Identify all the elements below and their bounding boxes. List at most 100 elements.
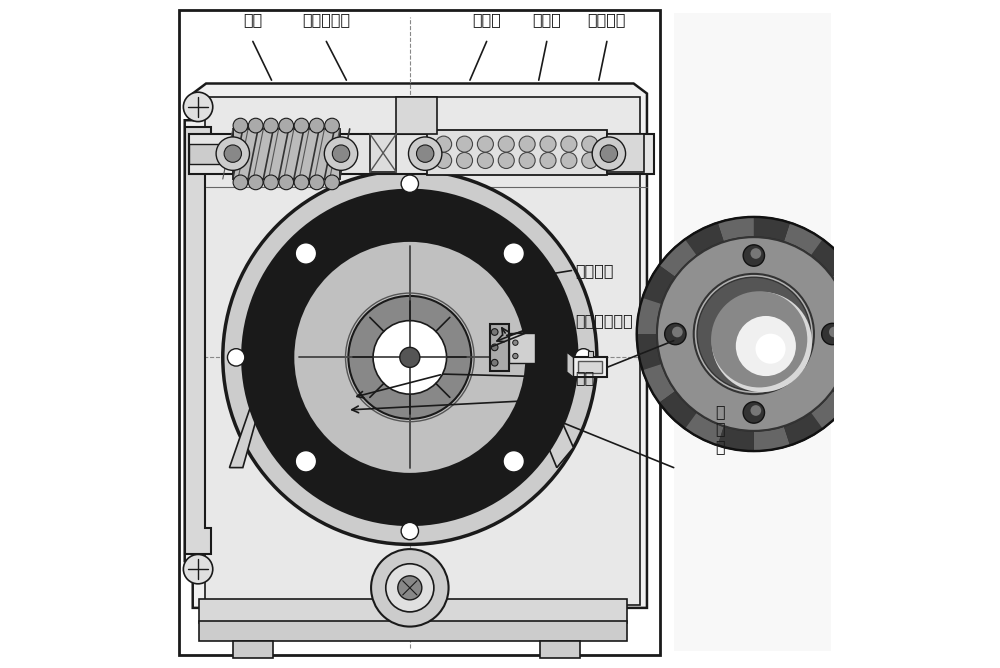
Text: 调整弹簧: 调整弹簧 xyxy=(588,12,626,27)
Wedge shape xyxy=(718,424,754,451)
Text: 调整螺母: 调整螺母 xyxy=(575,263,613,278)
Bar xyxy=(370,134,396,172)
Circle shape xyxy=(829,327,840,337)
Circle shape xyxy=(519,152,535,168)
Circle shape xyxy=(697,277,811,391)
Circle shape xyxy=(183,92,213,122)
Circle shape xyxy=(694,274,814,394)
Circle shape xyxy=(325,118,339,133)
Polygon shape xyxy=(567,352,573,377)
Circle shape xyxy=(216,137,250,170)
Circle shape xyxy=(408,137,442,170)
Circle shape xyxy=(248,175,263,190)
Circle shape xyxy=(332,145,350,162)
Text: 摩擦带: 摩擦带 xyxy=(472,12,501,27)
Circle shape xyxy=(743,245,765,267)
Wedge shape xyxy=(754,424,790,451)
Circle shape xyxy=(309,175,324,190)
Wedge shape xyxy=(810,239,848,279)
Circle shape xyxy=(657,237,851,431)
Circle shape xyxy=(294,118,309,133)
Bar xyxy=(181,11,659,653)
Circle shape xyxy=(736,316,796,376)
Wedge shape xyxy=(783,223,823,257)
Wedge shape xyxy=(810,389,848,429)
Text: 磁环: 磁环 xyxy=(243,12,262,27)
Circle shape xyxy=(540,136,556,152)
Circle shape xyxy=(386,564,434,612)
Circle shape xyxy=(401,522,419,540)
Bar xyxy=(199,621,627,641)
Circle shape xyxy=(223,170,597,544)
Circle shape xyxy=(373,321,447,394)
Circle shape xyxy=(248,118,263,133)
Polygon shape xyxy=(185,127,211,554)
Bar xyxy=(540,641,580,658)
Text: 磁环固定片: 磁环固定片 xyxy=(302,12,350,27)
Circle shape xyxy=(756,334,786,363)
Circle shape xyxy=(743,402,765,424)
Circle shape xyxy=(822,323,843,345)
Bar xyxy=(490,324,509,371)
Circle shape xyxy=(498,136,514,152)
Circle shape xyxy=(348,296,471,419)
Circle shape xyxy=(491,329,498,335)
Circle shape xyxy=(264,175,278,190)
Bar xyxy=(578,361,602,373)
Circle shape xyxy=(582,152,598,168)
Wedge shape xyxy=(659,389,698,429)
Circle shape xyxy=(582,136,598,152)
Circle shape xyxy=(592,137,626,170)
Circle shape xyxy=(243,190,577,524)
Circle shape xyxy=(279,175,294,190)
Circle shape xyxy=(233,175,248,190)
Circle shape xyxy=(600,145,618,162)
Polygon shape xyxy=(229,381,316,468)
Circle shape xyxy=(491,359,498,366)
Bar xyxy=(607,134,644,172)
Bar xyxy=(189,144,246,164)
Circle shape xyxy=(575,349,592,366)
Circle shape xyxy=(293,240,527,474)
Circle shape xyxy=(503,242,524,264)
Circle shape xyxy=(519,136,535,152)
Bar xyxy=(233,641,273,658)
Circle shape xyxy=(264,118,278,133)
Circle shape xyxy=(750,248,761,259)
Wedge shape xyxy=(718,217,754,244)
Circle shape xyxy=(400,347,420,367)
Circle shape xyxy=(491,344,498,351)
Bar xyxy=(588,351,593,357)
Circle shape xyxy=(325,175,339,190)
Wedge shape xyxy=(685,223,725,257)
Polygon shape xyxy=(205,97,640,605)
Circle shape xyxy=(513,353,518,359)
Text: 磁头: 磁头 xyxy=(575,370,594,385)
Circle shape xyxy=(711,291,807,387)
Bar xyxy=(509,333,535,363)
Circle shape xyxy=(279,118,294,133)
Wedge shape xyxy=(831,363,865,403)
Circle shape xyxy=(398,576,422,600)
Circle shape xyxy=(637,217,871,451)
Circle shape xyxy=(295,242,317,264)
Wedge shape xyxy=(844,334,871,370)
Bar xyxy=(427,130,607,175)
Wedge shape xyxy=(685,411,725,445)
Circle shape xyxy=(672,327,683,337)
Circle shape xyxy=(436,152,452,168)
Bar xyxy=(199,599,627,623)
Circle shape xyxy=(416,145,434,162)
Circle shape xyxy=(456,152,473,168)
Polygon shape xyxy=(185,84,647,608)
Circle shape xyxy=(750,405,761,415)
Bar xyxy=(674,13,831,651)
Circle shape xyxy=(513,340,518,345)
Bar xyxy=(396,97,437,134)
Bar xyxy=(573,357,607,377)
Circle shape xyxy=(477,152,493,168)
Circle shape xyxy=(712,292,812,392)
Circle shape xyxy=(561,152,577,168)
Circle shape xyxy=(294,175,309,190)
Wedge shape xyxy=(844,298,871,334)
